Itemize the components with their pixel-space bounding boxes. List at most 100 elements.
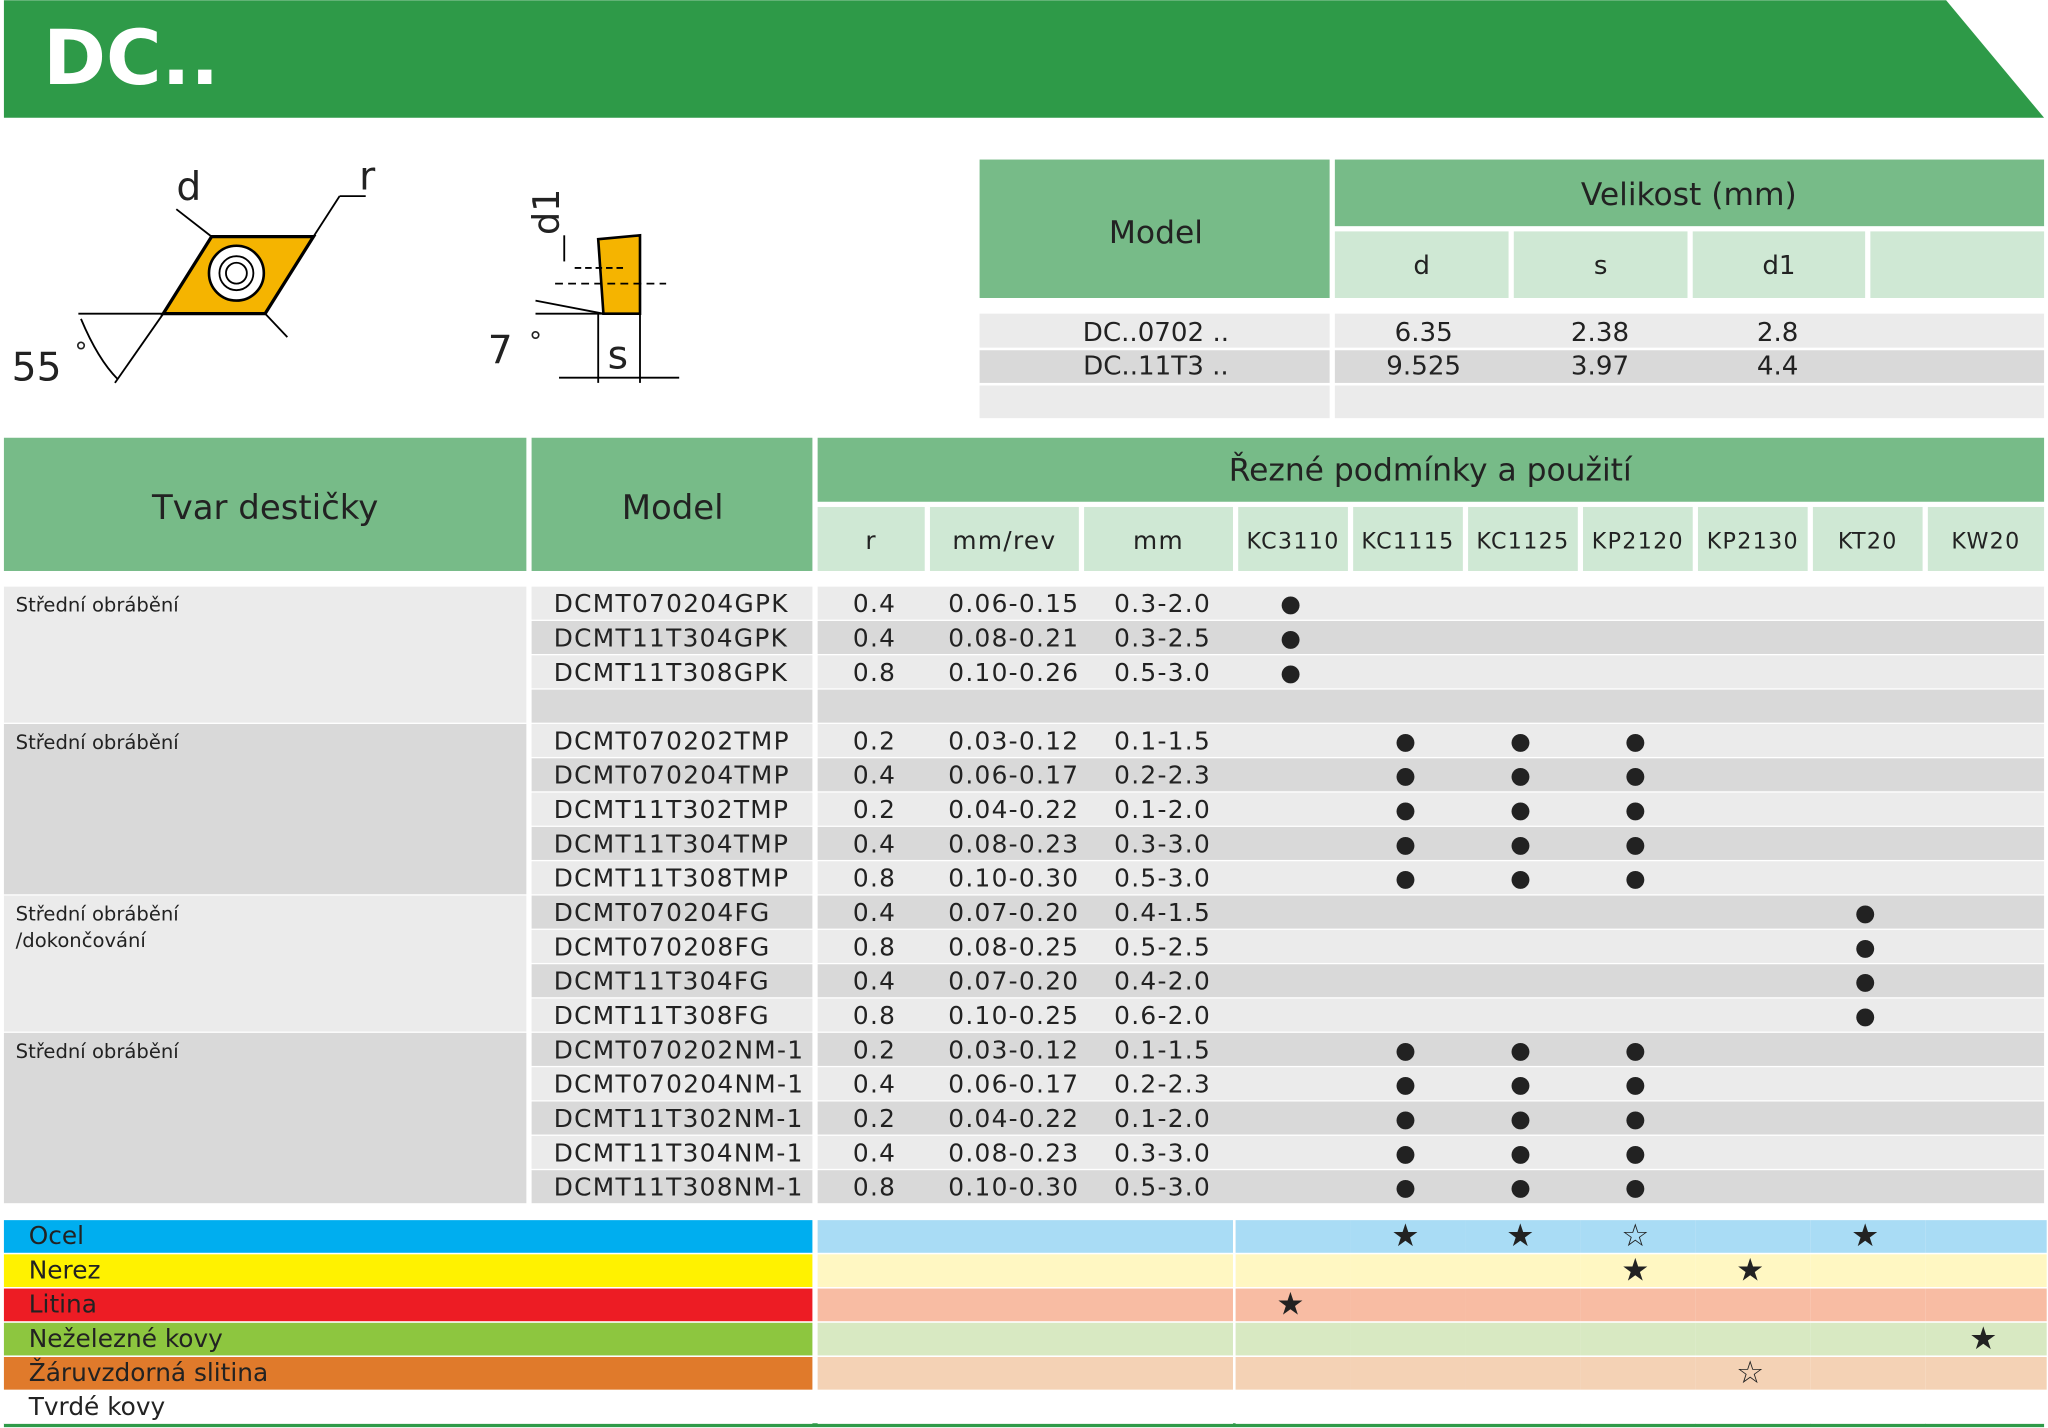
material-label-cell: [3, 1357, 813, 1390]
shape-cell: [3, 586, 527, 723]
dot-mark: ●: [1510, 1139, 1531, 1167]
cell-text: 0.3-3.0: [1114, 829, 1211, 858]
material-cell: [1350, 1322, 1466, 1356]
header-cell: [3, 437, 527, 571]
row-cell: [817, 964, 2045, 998]
cell-text: 0.06-0.17: [948, 761, 1079, 790]
row-cell: [1334, 313, 2045, 348]
cell-text: 0.03-0.12: [948, 726, 1079, 755]
cell-text: DCMT070208FG: [554, 932, 771, 961]
dot-mark: ●: [1625, 796, 1646, 824]
material-cell: [1695, 1254, 1811, 1287]
cell-text: 9.525: [1386, 352, 1461, 382]
dot-mark: ●: [1510, 1070, 1531, 1098]
group-label: Střední obrábění: [16, 903, 180, 926]
cell-text: 0.1-1.5: [1114, 726, 1211, 755]
shape-cell: [3, 1032, 527, 1204]
subheader-cell: [929, 506, 1079, 571]
dot-mark: ●: [1625, 1070, 1646, 1098]
dot-mark: ●: [1855, 899, 1876, 927]
subheader-cell: [1334, 231, 1509, 298]
cell-text: 0.4: [853, 1138, 896, 1167]
material-name: Nerez: [29, 1255, 101, 1284]
row-cell: [531, 861, 813, 895]
material-cell: [1695, 1288, 1811, 1322]
cell-text: 0.4: [853, 1070, 896, 1099]
dot-mark: ●: [1510, 761, 1531, 789]
material-cell: [1695, 1357, 1811, 1390]
header-cell: [817, 437, 2045, 502]
material-cell: [1925, 1322, 2047, 1356]
cell-text: 0.8: [853, 932, 896, 961]
row-cell: [979, 350, 1330, 383]
dot-mark: ●: [1395, 864, 1416, 892]
subheader-text: KC1115: [1361, 529, 1454, 555]
material-cell: [1925, 1254, 2047, 1287]
cell-text: 0.08-0.21: [948, 623, 1079, 652]
subheader-text: KP2120: [1592, 529, 1684, 555]
subheader-cell: [1513, 231, 1688, 298]
cell-text: 0.08-0.25: [948, 932, 1079, 961]
dot-mark: ●: [1625, 864, 1646, 892]
subheader-text: mm/rev: [952, 526, 1056, 555]
material-cell: [1925, 1357, 2047, 1390]
subheader-cell: [1468, 506, 1578, 571]
cell-text: 0.10-0.30: [948, 1173, 1079, 1202]
material-cell: [817, 1288, 1233, 1322]
star-mark: ☆: [1736, 1355, 1764, 1391]
cell-text: 0.10-0.26: [948, 658, 1079, 687]
header-cell: [1334, 159, 2045, 227]
material-cell: [817, 1220, 1233, 1253]
cell-text: DCMT070204NM-1: [554, 1070, 805, 1099]
dot-mark: ●: [1625, 727, 1646, 755]
material-cell: [1925, 1391, 2047, 1424]
cell-text: DCMT11T304NM-1: [554, 1138, 804, 1167]
dot-mark: ●: [1395, 830, 1416, 858]
row-cell: [1334, 350, 2045, 383]
cell-text: DC..11T3 ..: [1083, 352, 1229, 382]
material-cell: [1580, 1288, 1696, 1322]
material-cell: [1235, 1220, 1351, 1253]
row-cell: [817, 998, 2045, 1032]
subheader-cell: [1697, 506, 1808, 571]
row-cell: [817, 758, 2045, 792]
dot-mark: ●: [1510, 727, 1531, 755]
row-cell: [817, 826, 2045, 860]
row-cell: [531, 1135, 813, 1169]
material-cell: [1350, 1357, 1466, 1390]
row-cell: [531, 998, 813, 1032]
subheader-text: r: [865, 526, 877, 555]
subheader-cell: [1583, 506, 1693, 571]
material-name: Litina: [29, 1290, 97, 1319]
header-cell: [979, 159, 1330, 298]
subheader-text: KC1125: [1476, 529, 1569, 555]
material-cell: [1580, 1357, 1696, 1390]
subheader-cell: [1084, 506, 1233, 571]
subheader-text: d: [1413, 251, 1430, 281]
header-text: Velikost (mm): [1581, 177, 1797, 213]
dot-mark: ●: [1625, 1036, 1646, 1064]
cell-text: 0.3-2.5: [1114, 623, 1211, 652]
material-cell: [1235, 1288, 1351, 1322]
row-cell: [531, 895, 813, 929]
star-mark: ★: [1276, 1287, 1304, 1323]
cell-text: 0.8: [853, 864, 896, 893]
cell-text: DCMT070202TMP: [554, 726, 790, 755]
cell-text: 4.4: [1757, 352, 1799, 382]
material-label-cell: [3, 1254, 813, 1287]
material-cell: [817, 1357, 1233, 1390]
row-cell: [817, 723, 2045, 757]
header-band: [3, 0, 2045, 118]
dot-mark: ●: [1510, 796, 1531, 824]
cell-text: 0.5-3.0: [1114, 864, 1211, 893]
dot-mark: ●: [1395, 761, 1416, 789]
dot-mark: ●: [1510, 1104, 1531, 1132]
material-cell: [1810, 1357, 1926, 1390]
row-cell: [817, 895, 2045, 929]
label-side-degree: °: [529, 327, 542, 357]
material-cell: [1350, 1288, 1466, 1322]
row-cell: [817, 1067, 2045, 1101]
star-mark: ☆: [1621, 1218, 1649, 1254]
subheader-cell: [1238, 506, 1348, 571]
